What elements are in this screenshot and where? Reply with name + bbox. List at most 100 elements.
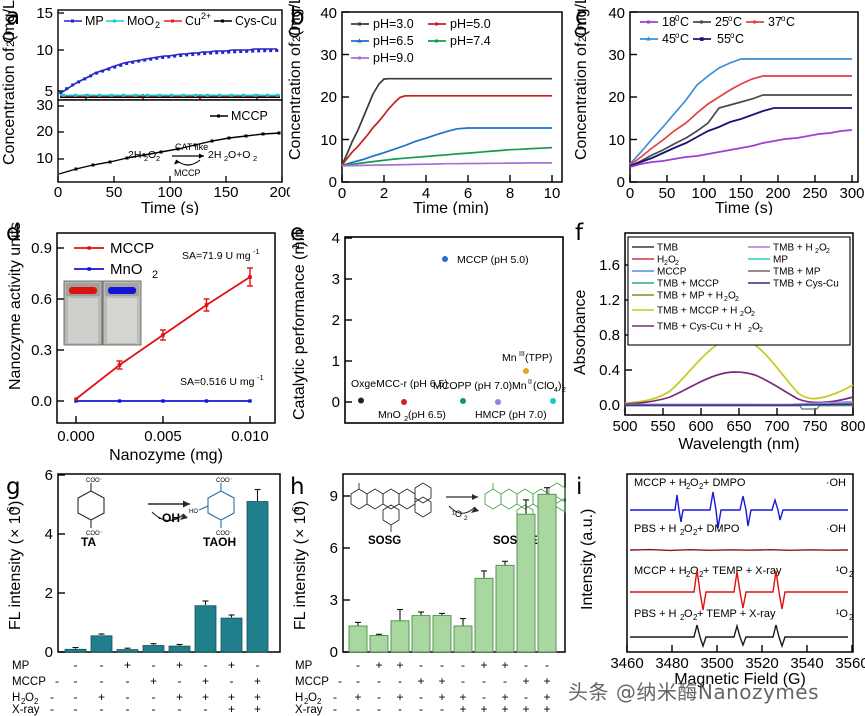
svg-text:O: O <box>25 692 34 704</box>
panel-label-e: e <box>290 220 305 246</box>
panel-h: FL intensity ( × 10 6 ) 0 3 6 9 <box>285 470 575 716</box>
svg-text:0.0: 0.0 <box>31 393 52 410</box>
svg-text:+: + <box>438 674 445 688</box>
svg-text:800: 800 <box>840 418 865 435</box>
svg-text:MCOPP (pH 7.0): MCOPP (pH 7.0) <box>433 380 512 392</box>
svg-text:-: - <box>419 690 423 704</box>
svg-text:-: - <box>126 674 130 688</box>
svg-text:750: 750 <box>802 418 827 435</box>
svg-text:-: - <box>204 658 208 672</box>
svg-text:2: 2 <box>680 528 685 537</box>
svg-text:1.6: 1.6 <box>599 257 620 274</box>
svg-text:+: + <box>124 658 131 672</box>
svg-text:C: C <box>735 32 744 46</box>
svg-text:-: - <box>50 690 54 704</box>
svg-text:2: 2 <box>577 36 589 42</box>
svg-text:4: 4 <box>554 387 558 394</box>
point-mn3tpp <box>523 368 529 374</box>
svg-text:-: - <box>482 674 486 688</box>
svg-text:MoO: MoO <box>127 14 154 28</box>
svg-text:-: - <box>377 690 381 704</box>
svg-text:2: 2 <box>291 36 303 42</box>
svg-text:3: 3 <box>330 592 338 609</box>
svg-text:O: O <box>819 243 827 254</box>
svg-text:-: - <box>126 690 130 704</box>
svg-text:0.3: 0.3 <box>31 342 52 359</box>
svg-text:-: - <box>377 702 381 716</box>
svg-text:-: - <box>356 702 360 716</box>
svg-text:2: 2 <box>686 482 691 491</box>
svg-text:2: 2 <box>156 154 160 163</box>
watermark: 头条 @纳米酶Nanozymes <box>568 680 820 704</box>
svg-text:-: - <box>545 658 549 672</box>
panel-d: Nanozyme activity units 0.0 0.3 0.6 0.9 … <box>0 215 290 470</box>
panel-a-bottom-legend: MCCP <box>210 109 268 123</box>
panel-c-plot: Concentration of O 2 (mg/L) 0 10 20 30 4… <box>573 0 865 215</box>
panel-f: Absorbance 0.0 0.4 0.8 1.2 1.6 <box>570 215 865 470</box>
svg-text:3560: 3560 <box>835 655 865 672</box>
svg-text:+: + <box>480 658 487 672</box>
svg-text:2: 2 <box>404 414 408 423</box>
panel-a-top-legend: MP MoO 2 Cu 2+ Cys-Cu <box>64 11 277 30</box>
svg-text:O: O <box>684 608 693 620</box>
panel-g-ta-label: TA <box>81 535 96 549</box>
svg-text:+: + <box>543 702 550 716</box>
svg-text:50: 50 <box>659 185 676 202</box>
svg-text:40: 40 <box>608 5 625 22</box>
svg-text:550: 550 <box>650 418 675 435</box>
svg-text:O: O <box>690 565 699 577</box>
panel-a-bottom-subplot: 30 20 10 0 50 100 150 200 Time (s) <box>36 97 290 215</box>
svg-text:2H: 2H <box>208 149 221 161</box>
svg-text:6: 6 <box>464 185 472 202</box>
svg-text:HO: HO <box>189 509 198 515</box>
svg-text:-: - <box>152 690 156 704</box>
panel-g: FL intensity ( × 10 6 ) 0 2 4 6 <box>0 470 290 716</box>
panel-g-bars <box>64 501 269 653</box>
svg-text:MP: MP <box>85 14 104 28</box>
svg-text:3520: 3520 <box>745 655 778 672</box>
panel-b-xlabel: Time (min) <box>413 200 489 215</box>
svg-text:3500: 3500 <box>700 655 733 672</box>
svg-text:TMB + Cys-Cu + H: TMB + Cys-Cu + H <box>657 322 741 333</box>
panel-a-bottom-xlabel: Time (s) <box>141 200 199 215</box>
svg-text:1: 1 <box>332 353 340 370</box>
svg-text:II: II <box>528 379 532 386</box>
panel-label-i: i <box>576 474 583 500</box>
panel-i-trace1-species: ·OH <box>826 477 846 489</box>
svg-text:O: O <box>752 322 760 333</box>
svg-text:): ) <box>292 501 309 506</box>
svg-text:HMCP (pH 7.0): HMCP (pH 7.0) <box>475 409 547 421</box>
svg-text:-: - <box>55 674 59 688</box>
svg-text:O: O <box>148 149 156 161</box>
svg-text:pH=9.0: pH=9.0 <box>373 51 414 65</box>
panel-a-ylabel-unit: (mg/L) <box>1 0 18 41</box>
svg-text:4: 4 <box>332 230 340 247</box>
svg-text:O: O <box>684 523 693 535</box>
svg-text:10: 10 <box>608 132 625 149</box>
panel-f-ylabel: Absorbance <box>572 290 589 375</box>
svg-text:500: 500 <box>612 418 637 435</box>
svg-text:X-ray: X-ray <box>12 704 40 716</box>
svg-text:Cys-Cu: Cys-Cu <box>235 14 277 28</box>
panel-d-xlabel: Nanozyme (mg) <box>109 447 223 464</box>
panel-i-trace3-species: ¹O <box>836 565 849 577</box>
svg-text:-: - <box>461 658 465 672</box>
svg-text:-: - <box>74 674 78 688</box>
svg-text:+: + <box>501 658 508 672</box>
svg-text:-: - <box>356 674 360 688</box>
svg-text:10: 10 <box>36 150 53 167</box>
svg-text:-: - <box>74 658 78 672</box>
panel-h-sosg-label: SOSG <box>368 535 401 547</box>
svg-text:SA=71.9 U mg: SA=71.9 U mg <box>182 250 251 262</box>
panel-h-errorbars <box>355 487 550 635</box>
svg-text:TMB + MP: TMB + MP <box>773 267 821 278</box>
svg-text:2: 2 <box>317 697 322 706</box>
panel-i-trace3-label: MCCP + H <box>634 565 687 577</box>
svg-text:MCCP: MCCP <box>174 168 201 178</box>
svg-text:0: 0 <box>329 174 337 191</box>
svg-text:+: + <box>228 690 235 704</box>
svg-text:C: C <box>733 15 742 29</box>
svg-text:O: O <box>308 692 317 704</box>
svg-text:0.000: 0.000 <box>57 428 95 445</box>
